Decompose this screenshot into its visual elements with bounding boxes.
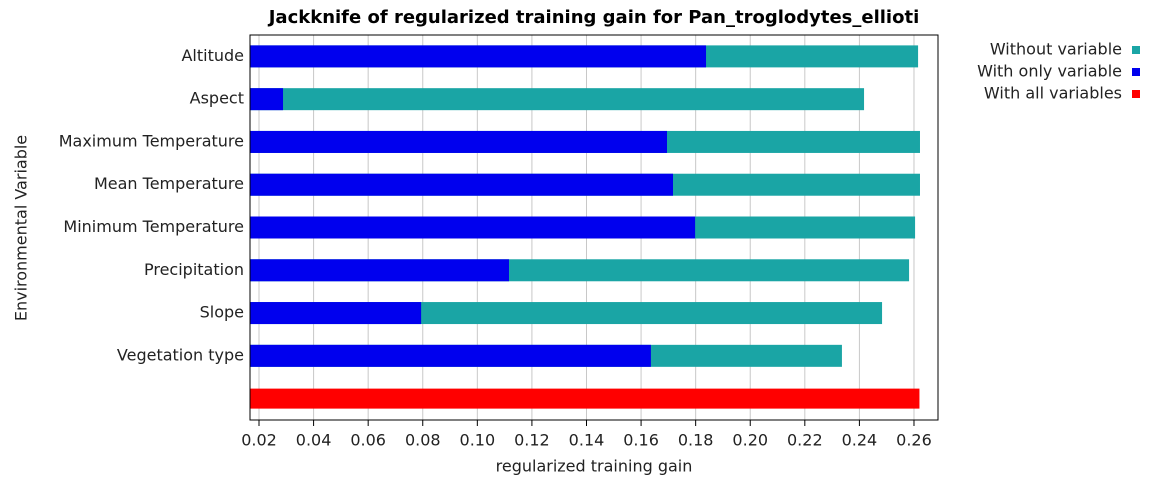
x-tick-label: 0.08: [405, 431, 441, 450]
bar: [250, 259, 509, 282]
x-tick-label: 0.14: [569, 431, 605, 450]
x-tick-label: 0.18: [678, 431, 714, 450]
x-tick-label: 0.26: [896, 431, 932, 450]
x-tick-label: 0.12: [514, 431, 550, 450]
legend-label: Without variable: [990, 40, 1122, 59]
y-tick-label: Mean Temperature: [94, 174, 244, 193]
x-tick-label: 0.24: [842, 431, 878, 450]
y-tick-label: Vegetation type: [117, 345, 244, 364]
bar: [250, 216, 696, 239]
y-tick-label: Aspect: [190, 89, 244, 108]
plot-frame: [249, 34, 939, 421]
y-tick-label: Altitude: [181, 46, 244, 65]
x-tick-label: 0.02: [241, 431, 277, 450]
legend-label: With only variable: [977, 62, 1122, 81]
x-tick-label: 0.06: [350, 431, 386, 450]
x-tick-label: 0.22: [787, 431, 823, 450]
bar: [250, 344, 651, 367]
bar: [250, 302, 422, 325]
legend-swatch: [1132, 68, 1140, 76]
legend-swatch: [1132, 46, 1140, 54]
legend-label: With all variables: [984, 84, 1122, 103]
y-axis-label: Environmental Variable: [12, 135, 31, 321]
bar: [250, 173, 674, 196]
bar: [250, 130, 668, 153]
x-axis-label: regularized training gain: [496, 457, 693, 476]
chart-title: Jackknife of regularized training gain f…: [267, 7, 920, 28]
y-tick-label: Minimum Temperature: [63, 217, 244, 236]
y-tick-label: Maximum Temperature: [59, 131, 244, 150]
bar: [250, 45, 707, 68]
legend-swatch: [1132, 90, 1140, 98]
x-tick-label: 0.10: [460, 431, 496, 450]
bar: [250, 388, 920, 409]
y-tick-label: Slope: [200, 303, 244, 322]
x-tick-label: 0.16: [623, 431, 659, 450]
bar: [250, 88, 284, 111]
y-tick-label: Precipitation: [144, 260, 244, 279]
bar: [250, 88, 865, 111]
x-tick-label: 0.20: [732, 431, 768, 450]
x-tick-label: 0.04: [296, 431, 332, 450]
